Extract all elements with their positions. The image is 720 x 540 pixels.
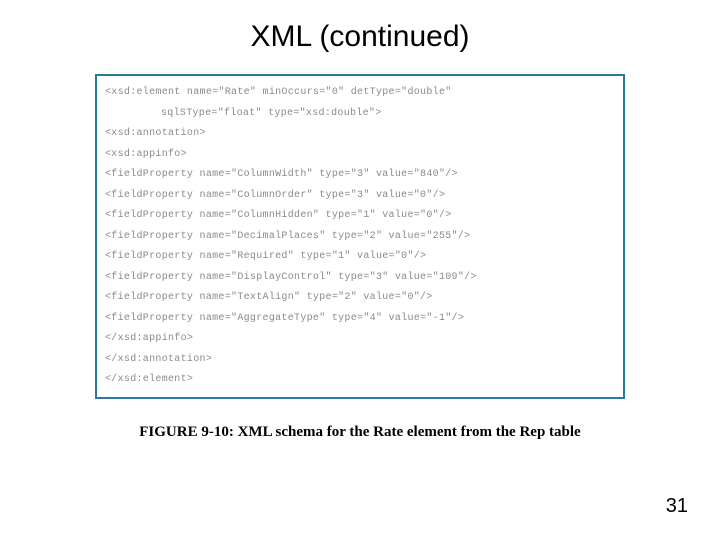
slide-title: XML (continued) [0,20,720,54]
page-number: 31 [666,495,688,518]
figure-caption: FIGURE 9-10: XML schema for the Rate ele… [0,424,720,441]
code-line: <fieldProperty name="DecimalPlaces" type… [105,230,615,244]
code-line: <fieldProperty name="TextAlign" type="2"… [105,291,615,305]
code-line: sqlSType="float" type="xsd:double"> [105,107,615,121]
code-line: <xsd:appinfo> [105,148,615,162]
code-line: <fieldProperty name="AggregateType" type… [105,312,615,326]
code-line: </xsd:element> [105,373,615,387]
code-line: <fieldProperty name="ColumnWidth" type="… [105,168,615,182]
code-line: </xsd:annotation> [105,353,615,367]
code-line: <fieldProperty name="ColumnOrder" type="… [105,189,615,203]
code-box: <xsd:element name="Rate" minOccurs="0" d… [95,74,625,399]
code-line: <fieldProperty name="ColumnHidden" type=… [105,209,615,223]
code-line: <xsd:element name="Rate" minOccurs="0" d… [105,86,615,100]
code-line: <xsd:annotation> [105,127,615,141]
code-line: </xsd:appinfo> [105,332,615,346]
code-line: <fieldProperty name="Required" type="1" … [105,250,615,264]
code-line: <fieldProperty name="DisplayControl" typ… [105,271,615,285]
